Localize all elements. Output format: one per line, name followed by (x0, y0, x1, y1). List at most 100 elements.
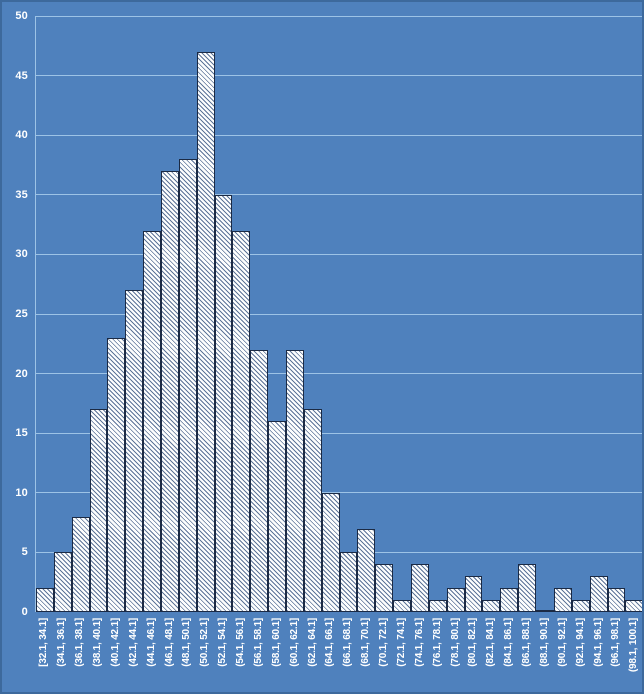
y-axis-tick-label: 0 (21, 606, 28, 618)
histogram-bar (446, 588, 465, 612)
x-axis-tick-label: (62.1, 64.1] (306, 618, 318, 667)
histogram-bar (196, 52, 215, 612)
histogram-bar (71, 517, 90, 612)
x-axis-tick: (66.1, 68.1] (339, 618, 357, 692)
histogram-bar (107, 338, 126, 612)
histogram-bar (428, 600, 447, 612)
y-axis-tick-label: 30 (15, 248, 28, 261)
y-axis-tick-label: 25 (15, 308, 28, 320)
x-axis-tick: [32.1, 34.1] (35, 618, 53, 692)
x-axis-tick: (84.1, 86.1] (500, 618, 518, 692)
y-axis-tick-label: 45 (15, 69, 28, 82)
x-axis-tick: (68.1, 70.1] (357, 618, 375, 692)
histogram-bar (268, 421, 287, 612)
x-axis-tick: (38.1, 40.1] (89, 618, 107, 692)
x-axis-tick-label: [32.1, 34.1] (38, 618, 50, 667)
y-axis-tick-label: 15 (15, 427, 28, 440)
histogram-bar (357, 529, 376, 612)
x-axis-tick: (82.1, 84.1] (482, 618, 500, 692)
x-axis-tick: (34.1, 36.1] (53, 618, 71, 692)
x-axis-tick: (72.1, 74.1] (393, 618, 411, 692)
x-axis-tick-label: (90.1, 92.1] (556, 618, 568, 667)
y-axis-tick-label: 10 (15, 486, 28, 499)
y-axis-tick-label: 50 (15, 10, 28, 22)
x-axis-tick-label: (34.1, 36.1] (56, 618, 68, 667)
histogram-bar (303, 409, 322, 612)
x-axis-tick-label: (54.1, 56.1] (235, 618, 247, 667)
histogram-bar (553, 588, 572, 612)
y-axis-tick-label: 35 (15, 188, 28, 201)
x-axis-tick: (98.1, 100.1] (625, 618, 642, 692)
x-axis-tick-label: (84.1, 86.1] (503, 618, 515, 667)
x-axis-tick-label: (64.1, 66.1] (324, 618, 336, 667)
x-axis-tick-label: (56.1, 58.1] (252, 618, 264, 667)
x-axis-tick-label: (60.1, 62.1] (288, 618, 300, 667)
x-axis-tick: (64.1, 66.1] (321, 618, 339, 692)
y-axis-tick-label: 5 (21, 546, 28, 559)
x-axis-tick: (78.1, 80.1] (446, 618, 464, 692)
histogram-bar (36, 588, 54, 612)
x-axis-tick: (56.1, 58.1] (250, 618, 268, 692)
histogram-bar (482, 600, 501, 612)
x-axis-tick: (80.1, 82.1] (464, 618, 482, 692)
x-axis-tick: (74.1, 76.1] (410, 618, 428, 692)
histogram-bar (625, 600, 642, 612)
x-axis-tick: (40.1, 42.1] (107, 618, 125, 692)
x-axis-tick-label: (82.1, 84.1] (485, 618, 497, 667)
x-axis-tick-label: (94.1, 96.1] (592, 618, 604, 667)
x-axis-tick: (54.1, 56.1] (232, 618, 250, 692)
histogram-bar (518, 564, 537, 612)
x-axis-tick-label: (58.1, 60.1] (270, 618, 282, 667)
x-axis-tick: (58.1, 60.1] (267, 618, 285, 692)
x-axis-tick-label: (74.1, 76.1] (413, 618, 425, 667)
x-axis-tick-label: (98.1, 100.1] (628, 618, 640, 673)
x-axis-tick: (62.1, 64.1] (303, 618, 321, 692)
histogram-bar (411, 564, 429, 612)
histogram-bar (339, 552, 358, 612)
x-axis-tick-label: (88.1, 90.1] (538, 618, 550, 667)
histogram-bar (178, 159, 197, 612)
histogram-bar (214, 195, 233, 612)
x-axis-tick: (60.1, 62.1] (285, 618, 303, 692)
histogram-bar (89, 409, 108, 612)
x-axis-tick: (92.1, 94.1] (571, 618, 589, 692)
x-axis-tick: (86.1, 88.1] (518, 618, 536, 692)
histogram-bar (125, 290, 144, 612)
histogram-bar (286, 350, 304, 612)
x-axis-tick-label: (96.1, 98.1] (610, 618, 622, 667)
x-axis-tick-label: (80.1, 82.1] (467, 618, 479, 667)
x-axis-tick-label: (68.1, 70.1] (360, 618, 372, 667)
histogram-bar (464, 576, 483, 612)
x-axis-tick-label: (66.1, 68.1] (342, 618, 354, 667)
x-axis-tick-label: (42.1, 44.1] (127, 618, 139, 667)
x-axis-tick-label: (40.1, 42.1] (109, 618, 121, 667)
histogram-bar (232, 231, 251, 612)
x-axis-tick: (90.1, 92.1] (553, 618, 571, 692)
x-axis-tick-label: (44.1, 46.1] (145, 618, 157, 667)
x-axis-tick-label: (50.1, 52.1] (199, 618, 211, 667)
x-axis-tick-label: (38.1, 40.1] (92, 618, 104, 667)
histogram-bar (53, 552, 72, 612)
x-axis-tick: (36.1, 38.1] (71, 618, 89, 692)
x-axis: [32.1, 34.1] (34.1, 36.1] (36.1, 38.1] (38.… (35, 618, 642, 692)
x-axis-tick: (48.1, 50.1] (178, 618, 196, 692)
x-axis-tick: (44.1, 46.1] (142, 618, 160, 692)
plot-area (35, 15, 642, 612)
y-axis-tick-label: 40 (15, 129, 28, 142)
x-axis-tick-label: (72.1, 74.1] (395, 618, 407, 667)
x-axis-tick: (52.1, 54.1] (214, 618, 232, 692)
x-axis-tick: (96.1, 98.1] (607, 618, 625, 692)
histogram-bar (571, 600, 590, 612)
x-axis-tick: (88.1, 90.1] (536, 618, 554, 692)
histogram-bar (589, 576, 608, 612)
x-axis-tick: (42.1, 44.1] (124, 618, 142, 692)
histogram-bar (161, 171, 179, 612)
x-axis-tick: (50.1, 52.1] (196, 618, 214, 692)
x-axis-tick-label: (46.1, 48.1] (163, 618, 175, 667)
x-axis-tick: (76.1, 78.1] (428, 618, 446, 692)
x-axis-tick-label: (78.1, 80.1] (449, 618, 461, 667)
x-axis-tick-label: (36.1, 38.1] (74, 618, 86, 667)
x-axis-tick-label: (76.1, 78.1] (431, 618, 443, 667)
bar-series (36, 16, 642, 612)
histogram-bar (500, 588, 519, 612)
